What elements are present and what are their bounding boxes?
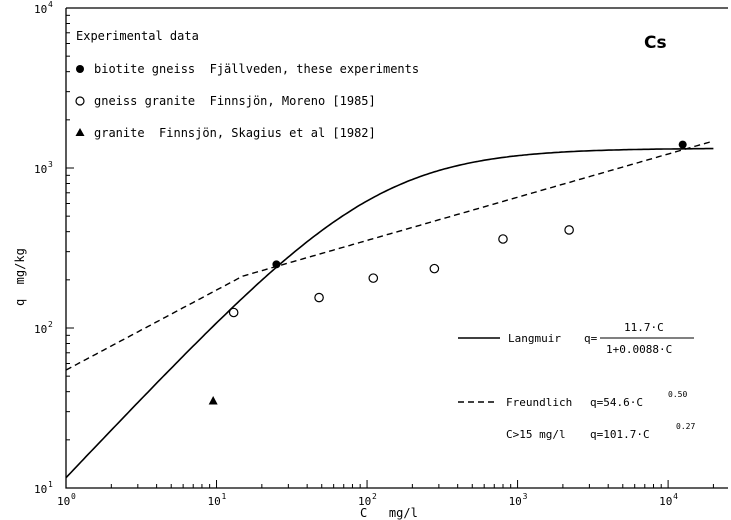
data-points	[208, 140, 687, 405]
point-gneiss-granite	[564, 225, 574, 235]
freundlich-condition: C>15 mg/l	[506, 428, 566, 441]
y-tick-label: 10 2	[34, 320, 53, 336]
y-tick-label: 10 1	[34, 480, 53, 496]
x-tick-label: 10 4	[659, 492, 678, 508]
tick-labels: 10 0 10 1 10 2 10 3 10 410 110 210 310 4	[34, 0, 678, 508]
legend-label-gneiss-granite: gneiss granite Finnsjön, Moreno [1985]	[94, 94, 376, 108]
x-tick-label: 10 1	[208, 492, 227, 508]
point-gneiss-granite	[228, 307, 239, 318]
plot-frame	[65, 7, 728, 489]
x-tick-label-exponent: 0	[71, 492, 76, 501]
freundlich-eq2-exponent: 0.27	[676, 422, 695, 431]
langmuir-label: Langmuir	[508, 332, 561, 345]
y-tick-label-base: 10	[34, 3, 47, 16]
y-tick-label-base: 10	[34, 163, 47, 176]
langmuir-annotation: Langmuir q= 11.7·C 1+0.0088·C	[458, 321, 694, 356]
fit-curves	[65, 140, 714, 479]
x-tick-label-exponent: 3	[523, 492, 528, 501]
y-tick-label-exponent: 2	[48, 320, 53, 329]
tick-marks	[65, 7, 714, 489]
point-gneiss-granite	[368, 273, 379, 283]
y-tick-label-base: 10	[34, 323, 47, 336]
chart-title: Cs	[644, 33, 667, 53]
legend-marker-granite	[75, 128, 85, 136]
y-tick-label-exponent: 1	[48, 480, 53, 489]
x-tick-label-exponent: 4	[673, 492, 678, 501]
langmuir-numerator: 11.7·C	[624, 321, 664, 334]
langmuir-curve	[65, 147, 714, 479]
freundlich-label: Freundlich	[506, 396, 572, 409]
x-tick-label-base: 10	[509, 495, 522, 508]
x-tick-label-base: 10	[57, 495, 70, 508]
x-tick-label: 10 0	[57, 492, 76, 508]
point-biotite-gneiss	[678, 140, 687, 149]
freundlich-eq2: q=101.7·C	[590, 428, 650, 441]
langmuir-denominator: 1+0.0088·C	[606, 343, 672, 356]
point-biotite-gneiss	[272, 260, 281, 269]
point-gneiss-granite	[314, 292, 324, 303]
x-tick-label: 10 2	[358, 492, 377, 508]
point-granite	[208, 395, 218, 405]
y-axis-label: q mg/kg	[13, 248, 27, 306]
langmuir-eq-prefix: q=	[584, 332, 598, 345]
x-tick-label-exponent: 2	[372, 492, 377, 501]
x-tick-label-base: 10	[358, 495, 371, 508]
y-tick-label-exponent: 4	[48, 0, 53, 9]
x-tick-label-base: 10	[659, 495, 672, 508]
y-tick-label-exponent: 3	[48, 160, 53, 169]
y-tick-label: 10 4	[34, 0, 53, 16]
legend-label-biotite-gneiss: biotite gneiss Fjällveden, these experim…	[94, 62, 419, 76]
x-tick-label-exponent: 1	[222, 492, 227, 501]
legend-marker-biotite-gneiss	[76, 65, 84, 73]
point-gneiss-granite	[429, 263, 440, 274]
point-gneiss-granite	[498, 234, 508, 244]
legend: Experimental data biotite gneiss Fjällve…	[75, 29, 419, 140]
freundlich-eq-exponent: 0.50	[668, 390, 687, 399]
legend-marker-gneiss-granite	[75, 96, 85, 106]
legend-title: Experimental data	[76, 29, 199, 43]
y-tick-label-base: 10	[34, 483, 47, 496]
x-tick-label-base: 10	[208, 495, 221, 508]
freundlich-eq: q=54.6·C	[590, 396, 643, 409]
x-axis-label: C mg/l	[360, 506, 418, 520]
y-tick-label: 10 3	[34, 160, 53, 176]
legend-label-granite: granite Finnsjön, Skagius et al [1982]	[94, 126, 376, 140]
freundlich-annotation: Freundlich q=54.6·C 0.50 C>15 mg/l q=101…	[458, 390, 695, 441]
x-tick-label: 10 3	[509, 492, 528, 508]
freundlich-curve	[65, 140, 714, 371]
